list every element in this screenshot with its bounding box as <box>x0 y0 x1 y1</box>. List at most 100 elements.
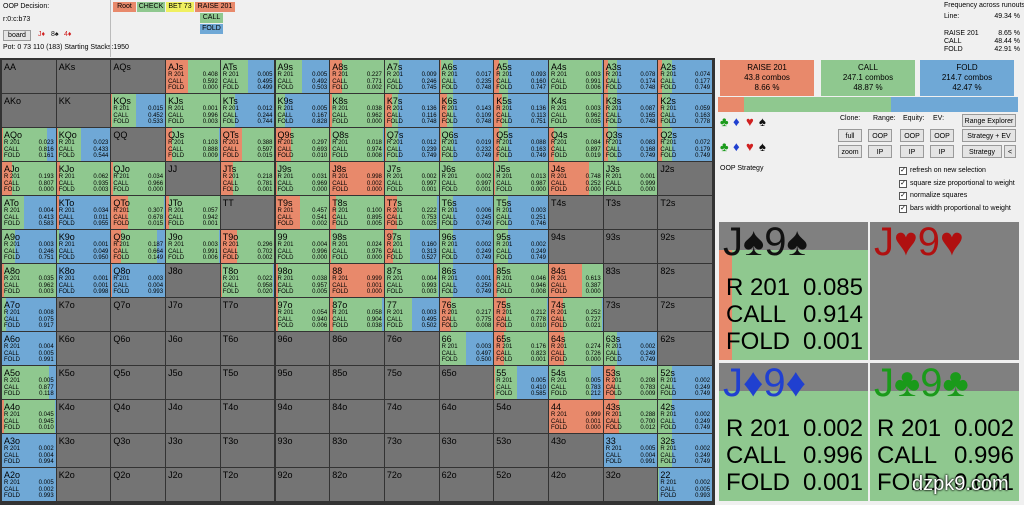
control-button[interactable]: full <box>838 129 862 142</box>
hand-cell[interactable]: R 201 0.103 CALL 0.888 FOLD 0.009 QJs <box>166 128 220 161</box>
action-button[interactable]: FOLD <box>200 24 223 34</box>
hand-cell[interactable]: AKo <box>2 94 56 127</box>
hand-cell[interactable]: R 201 0.001 CALL 0.049 FOLD 0.950 K9o <box>56 230 111 263</box>
checkbox[interactable]: ✓ <box>899 179 907 188</box>
hand-cell[interactable]: J2s <box>658 162 713 195</box>
hand-cell[interactable]: R 201 0.017 CALL 0.235 FOLD 0.748 A6s <box>439 60 494 93</box>
hand-cell[interactable]: Q3o <box>111 434 166 467</box>
hand-cell[interactable]: R 201 0.012 CALL 0.239 FOLD 0.749 Q7s <box>384 128 439 161</box>
hand-cell[interactable]: R 201 0.002 CALL 0.249 FOLD 0.749 42s <box>658 400 713 433</box>
hand-cell[interactable]: R 201 0.252 CALL 0.727 FOLD 0.021 74s <box>549 298 603 331</box>
hand-cell[interactable]: R 201 0.005 CALL 0.492 FOLD 0.503 A9s <box>275 60 330 93</box>
hand-cell[interactable]: R 201 0.005 CALL 0.877 FOLD 0.118 A5o <box>2 366 56 399</box>
hand-cell[interactable]: R 201 0.023 CALL 0.816 FOLD 0.161 AQo <box>2 128 56 161</box>
hand-cell[interactable]: R 201 0.227 CALL 0.771 FOLD 0.002 A8s <box>330 60 384 93</box>
hand-cell[interactable]: R 201 0.307 CALL 0.678 FOLD 0.015 QTo <box>111 196 166 229</box>
hand-cell[interactable]: R 201 0.002 CALL 0.997 FOLD 0.001 J6s <box>439 162 494 195</box>
hand-cell[interactable]: J4o <box>166 400 220 433</box>
hand-cell[interactable]: R 201 0.002 CALL 0.249 FOLD 0.749 63s <box>603 332 658 365</box>
hand-cell[interactable]: R 201 0.035 CALL 0.962 FOLD 0.003 A8o <box>2 264 56 297</box>
hand-cell[interactable]: 42o <box>549 468 603 501</box>
hand-cell[interactable]: R 201 0.088 CALL 0.163 FOLD 0.749 Q5s <box>494 128 548 161</box>
hand-cell[interactable]: R 201 0.187 CALL 0.664 FOLD 0.149 Q9o <box>111 230 166 263</box>
hand-cell[interactable]: 83o <box>330 434 384 467</box>
hand-cell[interactable]: R 201 0.059 CALL 0.163 FOLD 0.778 K2s <box>658 94 713 127</box>
hand-cell[interactable]: 84o <box>330 400 384 433</box>
hand-cell[interactable]: 85o <box>330 366 384 399</box>
hand-cell[interactable]: R 201 0.093 CALL 0.160 FOLD 0.747 A5s <box>494 60 548 93</box>
hand-cell[interactable]: T4o <box>220 400 275 433</box>
hand-cell[interactable]: R 201 0.058 CALL 0.904 FOLD 0.038 87o <box>330 298 384 331</box>
suit-icon[interactable]: ♠ <box>759 114 766 129</box>
hand-cell[interactable]: 72s <box>658 298 713 331</box>
hand-cell[interactable]: Q4o <box>111 400 166 433</box>
hand-cell[interactable]: R 201 0.018 CALL 0.974 FOLD 0.008 Q8s <box>330 128 384 161</box>
hand-cell[interactable]: R 201 0.004 CALL 0.996 FOLD 0.000 99 <box>275 230 330 263</box>
hand-cell[interactable]: R 201 0.388 CALL 0.597 FOLD 0.015 QTs <box>220 128 275 161</box>
control-button[interactable]: IP <box>900 145 924 158</box>
checkbox[interactable]: ✓ <box>899 192 907 200</box>
hand-cell[interactable]: Q6o <box>111 332 166 365</box>
hand-cell[interactable]: R 201 0.005 CALL 0.783 FOLD 0.212 54s <box>549 366 603 399</box>
combo-card[interactable]: R 201 0.002 CALL 0.996 FOLD 0.001 J♦9♦ <box>719 363 868 501</box>
hand-cell[interactable]: R 201 0.217 CALL 0.775 FOLD 0.008 76s <box>439 298 494 331</box>
hand-cell[interactable]: R 201 0.084 CALL 0.897 FOLD 0.019 Q4s <box>549 128 603 161</box>
hand-cell[interactable]: J6o <box>166 332 220 365</box>
hand-cell[interactable]: R 201 0.012 CALL 0.244 FOLD 0.744 KTs <box>220 94 275 127</box>
hand-cell[interactable]: R 201 0.208 CALL 0.783 FOLD 0.009 53s <box>603 366 658 399</box>
hand-cell[interactable]: Q2o <box>111 468 166 501</box>
hand-cell[interactable]: 94o <box>275 400 330 433</box>
hand-cell[interactable]: R 201 0.003 CALL 0.497 FOLD 0.500 66 <box>439 332 494 365</box>
hand-cell[interactable]: 82s <box>658 264 713 297</box>
hand-cell[interactable]: J3o <box>166 434 220 467</box>
control-button[interactable]: OOP <box>868 129 892 142</box>
hand-cell[interactable]: R 201 0.023 CALL 0.433 FOLD 0.544 KQo <box>56 128 111 161</box>
hand-cell[interactable]: R 201 0.013 CALL 0.987 FOLD 0.000 J5s <box>494 162 548 195</box>
hand-cell[interactable]: 62o <box>439 468 494 501</box>
hand-cell[interactable]: K3o <box>56 434 111 467</box>
hand-cell[interactable]: R 201 0.136 CALL 0.113 FOLD 0.751 K5s <box>494 94 548 127</box>
hand-cell[interactable]: R 201 0.087 CALL 0.165 FOLD 0.748 K3s <box>603 94 658 127</box>
hand-cell[interactable]: 65o <box>439 366 494 399</box>
hand-cell[interactable]: R 201 0.296 CALL 0.702 FOLD 0.002 T9o <box>220 230 275 263</box>
hand-cell[interactable]: R 201 0.999 CALL 0.001 FOLD 0.000 44 <box>549 400 603 433</box>
hand-cell[interactable]: T2o <box>220 468 275 501</box>
hand-cell[interactable]: 54o <box>494 400 548 433</box>
hand-cell[interactable]: T3s <box>603 196 658 229</box>
hand-cell[interactable]: 76o <box>384 332 439 365</box>
hand-cell[interactable]: R 201 0.001 CALL 0.001 FOLD 0.998 K8o <box>56 264 111 297</box>
action-button[interactable]: Root <box>113 2 136 12</box>
hand-cell[interactable]: 73o <box>384 434 439 467</box>
action-button[interactable]: RAISE 201 <box>195 2 235 12</box>
hand-cell[interactable]: R 201 0.083 CALL 0.168 FOLD 0.749 Q3s <box>603 128 658 161</box>
hand-cell[interactable]: R 201 0.212 CALL 0.778 FOLD 0.010 75s <box>494 298 548 331</box>
hand-cell[interactable]: R 201 0.002 CALL 0.249 FOLD 0.749 95s <box>494 230 548 263</box>
hand-cell[interactable]: T7o <box>220 298 275 331</box>
hand-cell[interactable]: 93o <box>275 434 330 467</box>
hand-cell[interactable]: 82o <box>330 468 384 501</box>
hand-cell[interactable]: 75o <box>384 366 439 399</box>
action-button[interactable]: CHECK <box>137 2 165 12</box>
control-button[interactable]: OOP <box>900 129 924 142</box>
hand-cell[interactable]: R 201 0.457 CALL 0.541 FOLD 0.002 T9s <box>275 196 330 229</box>
hand-cell[interactable]: R 201 0.002 CALL 0.005 FOLD 0.993 22 <box>658 468 713 501</box>
hand-cell[interactable]: R 201 0.001 CALL 0.996 FOLD 0.003 KJs <box>166 94 220 127</box>
hand-cell[interactable]: R 201 0.176 CALL 0.823 FOLD 0.001 65s <box>494 332 548 365</box>
hand-cell[interactable]: 43o <box>549 434 603 467</box>
hand-cell[interactable]: R 201 0.193 CALL 0.807 FOLD 0.000 AJo <box>2 162 56 195</box>
hand-cell[interactable]: R 201 0.297 CALL 0.693 FOLD 0.010 Q9s <box>275 128 330 161</box>
hand-cell[interactable]: R 201 0.046 CALL 0.946 FOLD 0.008 85s <box>494 264 548 297</box>
hand-cell[interactable]: R 201 0.005 CALL 0.002 FOLD 0.993 A2o <box>2 468 56 501</box>
hand-cell[interactable]: 73s <box>603 298 658 331</box>
hand-cell[interactable]: K5o <box>56 366 111 399</box>
hand-cell[interactable]: R 201 0.003 CALL 0.962 FOLD 0.035 K4s <box>549 94 603 127</box>
hand-cell[interactable]: R 201 0.003 CALL 0.991 FOLD 0.006 A4s <box>549 60 603 93</box>
hand-cell[interactable]: R 201 0.288 CALL 0.700 FOLD 0.012 43s <box>603 400 658 433</box>
hand-cell[interactable]: R 201 0.408 CALL 0.592 FOLD 0.000 AJs <box>166 60 220 93</box>
hand-cell[interactable]: R 201 0.003 CALL 0.251 FOLD 0.746 T5s <box>494 196 548 229</box>
hand-cell[interactable]: R 201 0.003 CALL 0.246 FOLD 0.751 A9o <box>2 230 56 263</box>
hand-cell[interactable]: R 201 0.005 CALL 0.495 FOLD 0.499 ATs <box>220 60 275 93</box>
hand-cell[interactable]: R 201 0.100 CALL 0.895 FOLD 0.005 T8s <box>330 196 384 229</box>
hand-cell[interactable]: 53o <box>494 434 548 467</box>
hand-cell[interactable]: T4s <box>549 196 603 229</box>
